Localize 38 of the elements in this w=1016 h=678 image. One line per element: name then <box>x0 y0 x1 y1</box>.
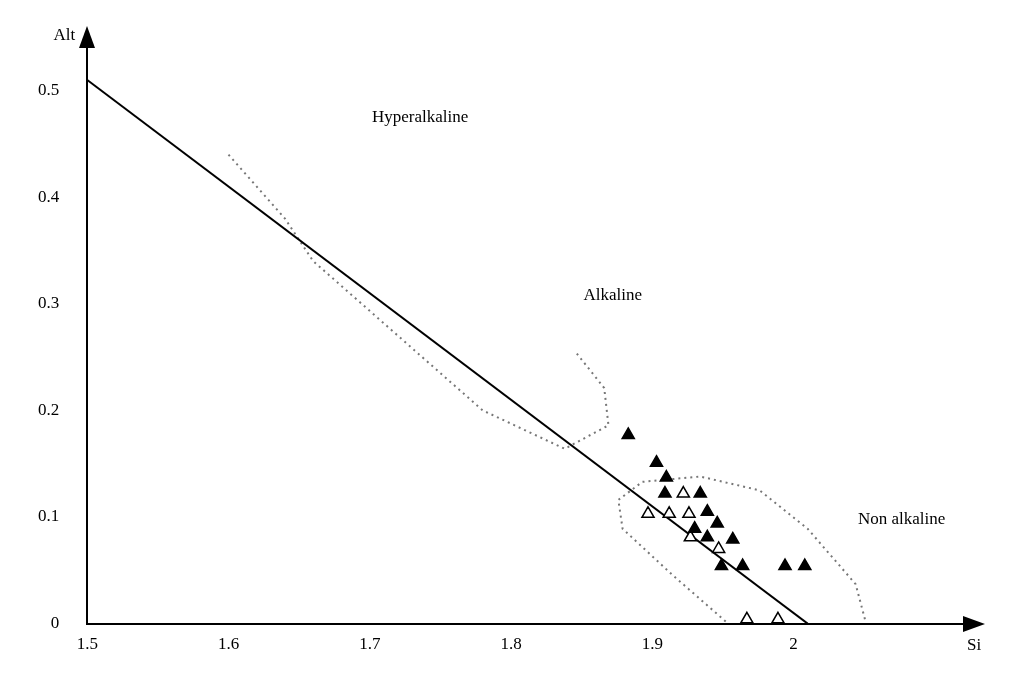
point <box>700 529 715 542</box>
y-tick-label: 0.5 <box>38 80 60 100</box>
annotation: Non alkaline <box>858 509 946 529</box>
point <box>621 427 636 440</box>
point <box>778 558 792 571</box>
x-tick-label: 1.5 <box>76 634 98 654</box>
y-tick-label: 0.2 <box>38 399 60 419</box>
point <box>740 611 754 624</box>
point <box>700 503 715 516</box>
y-tick-label: 0 <box>50 613 60 633</box>
point <box>682 506 696 519</box>
point <box>725 531 740 544</box>
y-tick-label: 0.4 <box>38 186 60 206</box>
x-tick-label: 1.7 <box>359 634 381 654</box>
annotation: Hyperalkaline <box>371 106 469 126</box>
point <box>676 485 691 498</box>
point <box>797 558 812 571</box>
y-tick-label: 0.1 <box>38 506 60 526</box>
point <box>711 541 726 554</box>
x-tick-label: 1.9 <box>641 634 663 654</box>
point <box>771 611 785 624</box>
x-tick-label: 2 <box>789 634 798 654</box>
annotation: Alkaline <box>583 284 642 304</box>
point <box>735 558 750 571</box>
y-tick-label: 0.3 <box>38 293 60 313</box>
point <box>693 485 708 498</box>
y-axis-title: Alt <box>53 25 76 45</box>
point <box>649 454 664 467</box>
point <box>658 485 672 498</box>
point <box>710 515 725 528</box>
point <box>641 506 655 519</box>
x-axis-title: Si <box>967 635 982 655</box>
point <box>662 506 677 519</box>
point <box>687 520 702 533</box>
x-tick-label: 1.6 <box>217 634 240 654</box>
point <box>714 558 729 571</box>
point <box>659 469 674 482</box>
x-tick-label: 1.8 <box>500 634 522 654</box>
